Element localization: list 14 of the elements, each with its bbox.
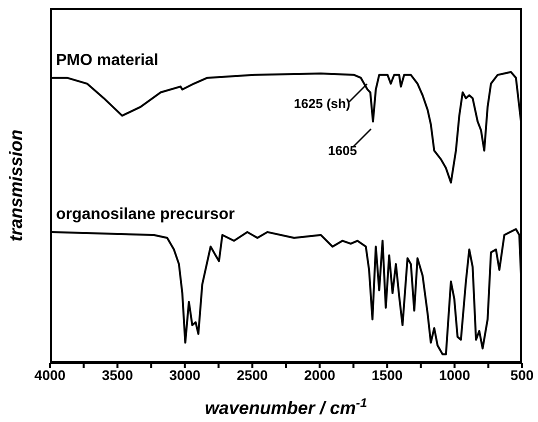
x-tick-label: 1000: [438, 366, 470, 383]
annotation: 1605: [327, 143, 357, 158]
x-axis-title: wavenumber / cm$^{-1}$: [204, 396, 368, 418]
y-axis-title: transmission: [6, 129, 26, 242]
annotation: 1625 (sh): [292, 96, 350, 112]
x-tick-label: 3500: [102, 366, 134, 383]
x-tick-label: 500: [510, 366, 534, 383]
series-label: organosilane precursor: [56, 206, 235, 224]
x-tick-label: 2000: [304, 366, 336, 383]
x-tick-label: 1500: [372, 366, 403, 383]
x-tick-label: 2500: [236, 366, 268, 383]
x-tick-label: 3000: [169, 366, 201, 383]
x-tick-label: 4000: [34, 366, 66, 383]
series-label: PMO material: [56, 52, 158, 70]
